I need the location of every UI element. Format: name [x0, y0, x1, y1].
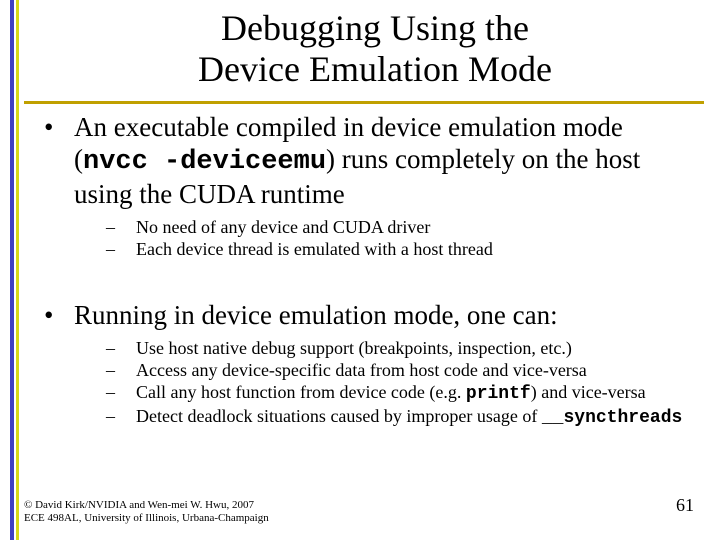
sub-item: – Call any host function from device cod…	[102, 382, 694, 406]
dash-marker: –	[102, 239, 136, 261]
bullet-marker: •	[36, 112, 74, 211]
accent-bar-yellow	[16, 0, 19, 540]
page-number: 61	[676, 495, 694, 516]
bullet-1-subs: – No need of any device and CUDA driver …	[102, 217, 694, 261]
bullet-2-text: Running in device emulation mode, one ca…	[74, 300, 694, 332]
slide: Debugging Using the Device Emulation Mod…	[0, 0, 720, 540]
dash-marker: –	[102, 406, 136, 430]
footer-line-2: ECE 498AL, University of Illinois, Urban…	[24, 512, 269, 524]
sub-item: – Use host native debug support (breakpo…	[102, 338, 694, 360]
sub-item: – Detect deadlock situations caused by i…	[102, 406, 694, 430]
slide-body: • An executable compiled in device emula…	[36, 112, 694, 430]
title-underline	[24, 101, 704, 104]
title-line-1: Debugging Using the	[221, 8, 529, 48]
footer-line-1: © David Kirk/NVIDIA and Wen-mei W. Hwu, …	[24, 499, 254, 511]
sub-2-3-post: ) and vice-versa	[531, 382, 646, 402]
sub-2-3: Call any host function from device code …	[136, 382, 694, 406]
sub-2-4: Detect deadlock situations caused by imp…	[136, 406, 694, 430]
bullet-2: • Running in device emulation mode, one …	[36, 300, 694, 332]
slide-title: Debugging Using the Device Emulation Mod…	[70, 8, 680, 91]
bullet-1: • An executable compiled in device emula…	[36, 112, 694, 211]
dash-marker: –	[102, 338, 136, 360]
spacer	[36, 278, 694, 300]
footer: © David Kirk/NVIDIA and Wen-mei W. Hwu, …	[24, 499, 584, 527]
dash-marker: –	[102, 217, 136, 239]
sub-2-2: Access any device-specific data from hos…	[136, 360, 694, 382]
accent-bar-blue	[10, 0, 14, 540]
sub-2-1: Use host native debug support (breakpoin…	[136, 338, 694, 360]
dash-marker: –	[102, 382, 136, 406]
dash-marker: –	[102, 360, 136, 382]
sub-item: – Access any device-specific data from h…	[102, 360, 694, 382]
sub-2-3-pre: Call any host function from device code …	[136, 382, 466, 402]
sub-1-1: No need of any device and CUDA driver	[136, 217, 694, 239]
sub-1-2: Each device thread is emulated with a ho…	[136, 239, 694, 261]
title-line-2: Device Emulation Mode	[198, 49, 552, 89]
sub-item: – Each device thread is emulated with a …	[102, 239, 694, 261]
bullet-marker: •	[36, 300, 74, 332]
bullet-1-code: nvcc -deviceemu	[83, 147, 326, 177]
sub-item: – No need of any device and CUDA driver	[102, 217, 694, 239]
sub-2-3-code: printf	[466, 384, 531, 404]
bullet-1-text: An executable compiled in device emulati…	[74, 112, 694, 211]
sub-2-4-pre: Detect deadlock situations caused by imp…	[136, 406, 542, 426]
bullet-2-subs: – Use host native debug support (breakpo…	[102, 338, 694, 430]
sub-2-4-code: __syncthreads	[542, 408, 682, 428]
